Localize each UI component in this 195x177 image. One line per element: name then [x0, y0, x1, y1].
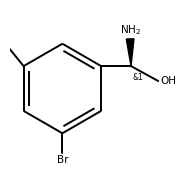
Polygon shape [126, 39, 134, 66]
Text: NH$_2$: NH$_2$ [120, 23, 141, 37]
Text: &1: &1 [133, 73, 144, 82]
Text: Br: Br [57, 155, 68, 165]
Text: OH: OH [160, 76, 176, 86]
